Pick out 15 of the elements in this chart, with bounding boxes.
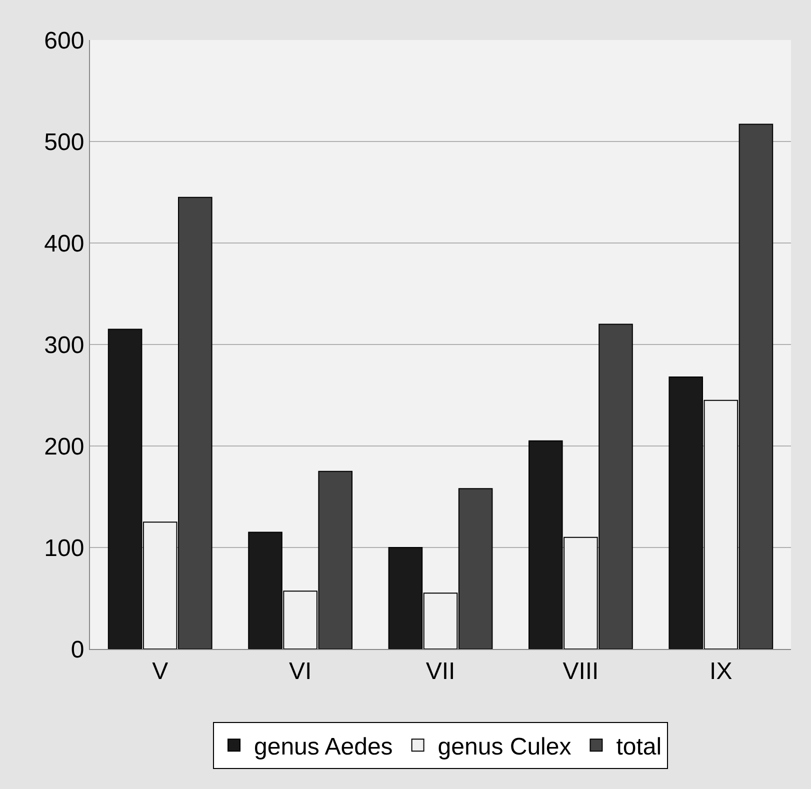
x-tick-label: V xyxy=(152,658,168,685)
legend-label: genus Aedes xyxy=(254,734,393,761)
y-tick-label: 0 xyxy=(70,636,84,664)
y-tick-label: 600 xyxy=(44,27,84,54)
y-tick-label: 100 xyxy=(44,534,84,562)
y-tick-label: 400 xyxy=(44,230,84,258)
x-tick-label: VI xyxy=(288,658,312,685)
y-tick-label: 500 xyxy=(44,128,84,156)
y-tick-label: 200 xyxy=(44,433,84,460)
x-tick-label: IX xyxy=(710,658,732,685)
y-tick-label: 300 xyxy=(44,332,84,359)
legend-label: genus Culex xyxy=(438,734,572,761)
x-tick-label: VIII xyxy=(562,658,599,685)
legend-label: total xyxy=(616,734,662,761)
x-tick-label: VII xyxy=(426,658,456,685)
